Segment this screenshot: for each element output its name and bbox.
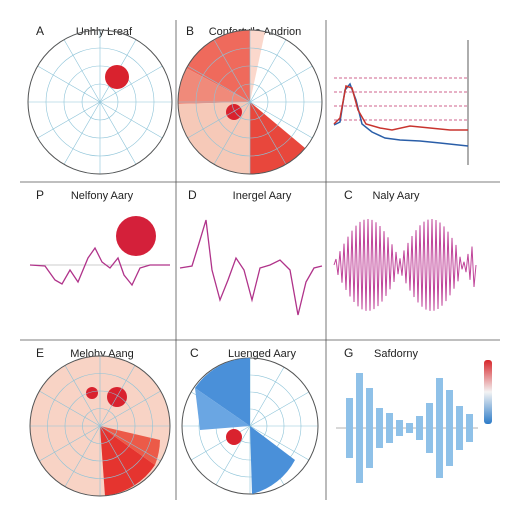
- grid-spoke: [213, 101, 251, 165]
- grid-spoke: [64, 425, 101, 487]
- grid-spoke: [99, 101, 137, 165]
- panel-letter: B: [186, 24, 194, 38]
- wedge: [100, 426, 155, 496]
- wedge: [100, 426, 160, 465]
- wedge: [195, 388, 250, 430]
- bar: [396, 420, 403, 436]
- wedge: [177, 68, 250, 104]
- grid-spoke: [215, 425, 251, 486]
- grid-spoke: [187, 65, 251, 103]
- blob: [226, 104, 242, 120]
- grid-spoke: [99, 425, 161, 462]
- panel-letter: D: [188, 188, 197, 202]
- wedge: [250, 426, 295, 494]
- grid-spoke: [213, 39, 251, 103]
- bar: [426, 403, 433, 453]
- grid-spoke: [39, 425, 101, 462]
- grid-spoke: [249, 101, 313, 139]
- polar-plot: [177, 29, 323, 175]
- wave: [29, 216, 170, 287]
- bar-plot: [336, 373, 478, 483]
- polar-grid: [29, 355, 171, 497]
- bar: [356, 373, 363, 483]
- wedge: [250, 102, 305, 174]
- bar: [376, 408, 383, 448]
- grid-spoke: [39, 390, 101, 427]
- grid-spoke: [99, 101, 163, 139]
- grid-spoke: [190, 425, 251, 461]
- wave-path: [333, 218, 477, 311]
- grid-spoke: [99, 390, 161, 427]
- panel-title: Safdorny: [374, 348, 419, 360]
- panel-title: Nelfony Aary: [71, 190, 134, 202]
- grid-spoke: [63, 39, 101, 103]
- panel-letter: P: [36, 188, 44, 202]
- bar: [346, 398, 353, 458]
- bar: [366, 388, 373, 468]
- polar-plot: [27, 29, 173, 175]
- panel-title: Luenged Aary: [228, 348, 296, 360]
- grid-spoke: [249, 101, 287, 165]
- panel-letter: C: [190, 346, 199, 360]
- bar: [436, 378, 443, 478]
- color-bar: [484, 360, 492, 424]
- grid-spoke: [99, 65, 163, 103]
- grid-spoke: [249, 366, 285, 427]
- blob: [226, 429, 242, 445]
- panel-letter: E: [36, 346, 44, 360]
- blob: [105, 65, 129, 89]
- bar: [446, 390, 453, 466]
- bar: [406, 423, 413, 433]
- panel-title: Inergel Aary: [233, 190, 292, 202]
- bar: [466, 414, 473, 442]
- wedge: [195, 358, 250, 426]
- grid-spoke: [63, 101, 101, 165]
- grid-spoke: [249, 425, 310, 461]
- outline: [29, 355, 171, 497]
- grid-spoke: [37, 65, 101, 103]
- wave: [179, 219, 323, 316]
- panel-title: Naly Aary: [372, 190, 420, 202]
- grid-spoke: [249, 39, 287, 103]
- blob: [116, 216, 156, 256]
- grid-spoke: [187, 101, 251, 139]
- bar: [416, 416, 423, 440]
- wedge: [178, 102, 250, 174]
- grid-spoke: [37, 101, 101, 139]
- outline: [27, 29, 173, 175]
- panel-title: Unhly Lreaf: [76, 26, 133, 38]
- bar: [456, 406, 463, 450]
- polar-plot: [181, 357, 319, 495]
- panel-letter: G: [344, 346, 353, 360]
- grid-spoke: [64, 365, 101, 427]
- line-plot: [333, 40, 469, 165]
- bar: [386, 413, 393, 443]
- grid-spoke: [249, 65, 313, 103]
- polar-grid: [177, 29, 323, 175]
- blob: [86, 387, 98, 399]
- polar-plot: [29, 355, 171, 497]
- panel-letter: C: [344, 188, 353, 202]
- panel-letter: A: [36, 24, 44, 38]
- polar-grid: [27, 29, 173, 175]
- grid-spoke: [249, 391, 310, 427]
- panel-dividers: [20, 20, 500, 500]
- grid-spoke: [99, 365, 136, 427]
- grid-spoke: [99, 425, 136, 487]
- outline: [177, 29, 323, 175]
- wave: [333, 218, 477, 311]
